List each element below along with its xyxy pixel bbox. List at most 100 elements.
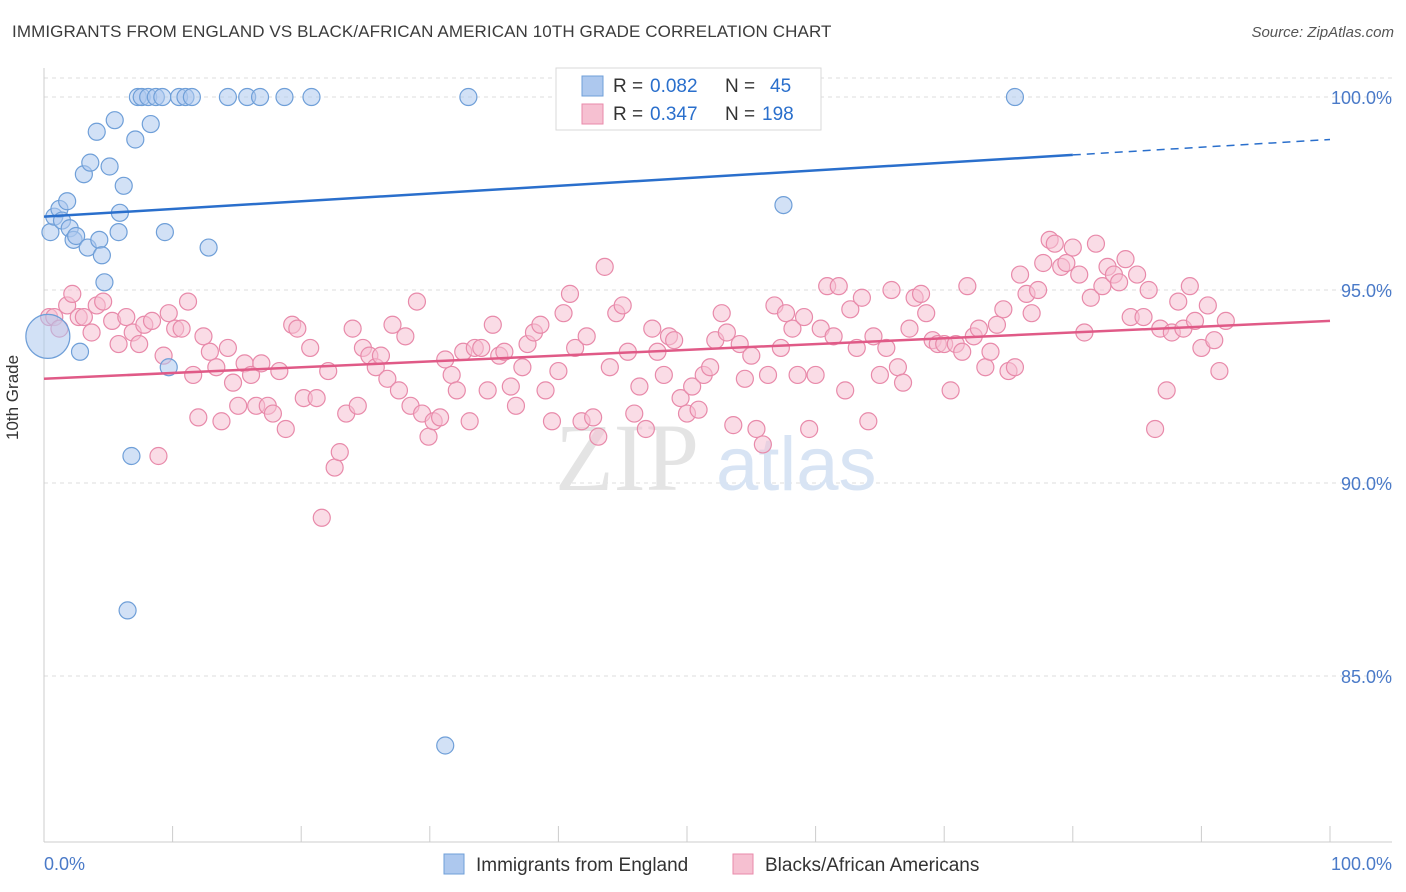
blue-point	[250, 87, 270, 107]
pink-point	[63, 284, 82, 303]
pink-point	[1180, 277, 1199, 296]
pink-point	[783, 319, 802, 338]
blue-point	[58, 192, 77, 211]
pink-point	[307, 389, 326, 408]
pink-point	[447, 381, 466, 400]
blue-point	[218, 87, 237, 107]
blue-point	[118, 601, 137, 620]
legend-top-n-label-1: N =	[725, 76, 755, 97]
pink-point	[184, 365, 203, 385]
pink-point	[348, 396, 367, 415]
series-pink-points	[40, 230, 1235, 527]
pink-point	[888, 358, 908, 377]
legend-top-r-value-1: 0.082	[650, 76, 698, 97]
pink-point	[74, 307, 93, 327]
pink-point	[270, 361, 289, 381]
pink-point	[742, 346, 761, 365]
legend-top-n-value-2: 198	[762, 104, 794, 125]
pink-point	[478, 381, 497, 400]
pink-point	[109, 334, 128, 354]
pink-point	[200, 342, 219, 361]
pink-point	[917, 304, 936, 323]
pink-point	[636, 419, 655, 439]
pink-point	[981, 342, 1000, 361]
pink-point	[159, 304, 178, 323]
pink-point	[824, 327, 843, 346]
pink-point	[94, 292, 113, 311]
pink-point	[117, 307, 136, 327]
pink-point	[189, 408, 208, 427]
pink-point	[643, 319, 662, 338]
legend-bottom-swatch-blue	[443, 853, 465, 875]
blue-point	[275, 87, 294, 107]
pink-point	[1109, 273, 1129, 292]
pink-point	[1139, 280, 1158, 300]
pink-point	[194, 327, 213, 346]
y-tick-label: 90.0%	[1341, 474, 1392, 494]
pink-point	[501, 377, 520, 396]
pink-point	[1034, 253, 1053, 273]
trend-lines	[43, 138, 1331, 381]
pink-point	[689, 400, 708, 419]
pink-point	[735, 369, 754, 388]
pink-point	[829, 277, 848, 296]
pink-point	[560, 284, 580, 303]
pink-point	[483, 315, 502, 334]
pink-point	[630, 377, 649, 396]
pink-point	[1081, 288, 1100, 307]
blue-point	[159, 358, 178, 377]
blue-point	[92, 246, 111, 265]
pink-point	[747, 419, 766, 439]
pink-point	[566, 338, 585, 358]
blue-point	[141, 114, 160, 134]
pink-point	[1010, 265, 1030, 284]
pink-point	[941, 381, 960, 400]
pink-point	[442, 365, 461, 385]
pink-point	[536, 381, 555, 400]
pink-point	[625, 404, 644, 423]
legend-bottom-label-pink: Blacks/African Americans	[765, 855, 979, 876]
pink-point	[683, 377, 702, 396]
pink-point	[717, 323, 736, 342]
pink-point	[495, 342, 514, 361]
pink-point	[758, 365, 778, 385]
pink-point	[794, 307, 814, 327]
chart-title: IMMIGRANTS FROM ENGLAND VS BLACK/AFRICAN…	[12, 22, 832, 41]
blue-point	[153, 87, 172, 107]
pink-point	[383, 315, 402, 334]
x-tick-label-start: 0.0%	[44, 854, 85, 874]
blue-point	[122, 446, 141, 466]
blue-point	[109, 223, 128, 242]
legend-top-r-label-2: R =	[613, 104, 643, 125]
pink-point	[1063, 238, 1082, 257]
pink-point	[378, 369, 397, 388]
pink-point	[178, 292, 198, 311]
pink-point	[288, 319, 307, 338]
pink-point	[1127, 265, 1147, 284]
pink-point	[584, 408, 603, 427]
legend-top-r-value-2: 0.347	[650, 104, 698, 125]
pink-point	[1070, 265, 1089, 284]
pink-point	[419, 427, 438, 446]
pink-point	[1028, 280, 1048, 300]
blue-point	[25, 313, 71, 359]
pink-point	[325, 458, 344, 477]
pink-point	[207, 358, 226, 377]
legend-top-r-label-1: R =	[613, 76, 643, 97]
blue-point	[774, 196, 793, 215]
pink-point	[1157, 381, 1176, 400]
pink-point	[577, 327, 596, 346]
pink-point	[893, 373, 913, 392]
pink-point	[958, 277, 977, 296]
legend-bottom-swatch-pink	[732, 853, 754, 875]
legend-top-n-value-1: 45	[770, 76, 791, 97]
pink-point	[665, 331, 684, 350]
blue-point	[302, 87, 321, 107]
pink-point	[654, 365, 673, 385]
blue-point	[87, 122, 106, 141]
axes	[43, 68, 1392, 843]
tick-labels: 100.0% 95.0% 90.0% 85.0% 0.0% 100.0%	[44, 88, 1392, 874]
pink-point	[788, 365, 807, 385]
blue-point	[182, 87, 201, 107]
